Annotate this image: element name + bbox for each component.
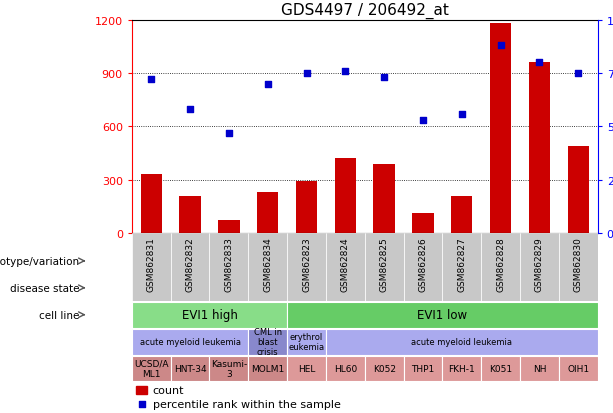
Text: cell line: cell line <box>39 310 79 320</box>
Text: EVI1 low: EVI1 low <box>417 309 468 321</box>
Text: GSM862828: GSM862828 <box>496 237 505 291</box>
Bar <box>559 233 598 301</box>
Text: percentile rank within the sample: percentile rank within the sample <box>153 399 341 409</box>
Text: erythrol
eukemia: erythrol eukemia <box>289 332 324 351</box>
Text: OIH1: OIH1 <box>567 364 589 373</box>
Bar <box>451 196 473 233</box>
Point <box>263 81 273 88</box>
Bar <box>132 329 248 355</box>
Text: FKH-1: FKH-1 <box>449 364 475 373</box>
Bar <box>248 329 287 355</box>
Text: NH: NH <box>533 364 546 373</box>
Text: GSM862823: GSM862823 <box>302 237 311 291</box>
Text: UCSD/A
ML1: UCSD/A ML1 <box>134 359 169 378</box>
Bar <box>132 302 287 328</box>
Bar <box>559 356 598 382</box>
Bar <box>132 233 170 301</box>
Bar <box>490 24 511 233</box>
Text: HEL: HEL <box>298 364 315 373</box>
Bar <box>365 356 403 382</box>
Bar <box>210 233 248 301</box>
Text: disease state: disease state <box>10 283 79 293</box>
Text: GSM862826: GSM862826 <box>419 237 427 291</box>
Bar <box>568 147 589 233</box>
Bar <box>296 182 317 233</box>
Bar <box>170 233 210 301</box>
Bar <box>443 356 481 382</box>
Point <box>340 69 350 75</box>
Bar <box>137 386 147 394</box>
Bar <box>443 233 481 301</box>
Title: GDS4497 / 206492_at: GDS4497 / 206492_at <box>281 3 449 19</box>
Text: GSM862832: GSM862832 <box>186 237 194 291</box>
Point <box>302 71 311 77</box>
Text: THP1: THP1 <box>411 364 435 373</box>
Bar <box>481 356 520 382</box>
Bar <box>373 164 395 233</box>
Bar <box>335 159 356 233</box>
Point <box>496 43 506 50</box>
Point <box>457 111 466 118</box>
Text: genotype/variation: genotype/variation <box>0 256 79 266</box>
Bar <box>132 356 170 382</box>
Bar <box>170 356 210 382</box>
Text: count: count <box>153 385 185 395</box>
Bar <box>248 356 287 382</box>
Bar <box>180 196 200 233</box>
Text: GSM862825: GSM862825 <box>379 237 389 291</box>
Point <box>147 77 156 83</box>
Bar <box>403 233 443 301</box>
Bar <box>520 356 559 382</box>
Bar <box>403 356 443 382</box>
Bar <box>326 233 365 301</box>
Bar <box>248 233 287 301</box>
Point <box>573 71 583 77</box>
Bar <box>257 192 278 233</box>
Bar <box>481 233 520 301</box>
Text: EVI1 high: EVI1 high <box>181 309 237 321</box>
Text: GSM862834: GSM862834 <box>263 237 272 291</box>
Text: MOLM1: MOLM1 <box>251 364 284 373</box>
Text: Kasumi-
3: Kasumi- 3 <box>211 359 247 378</box>
Text: K052: K052 <box>373 364 395 373</box>
Bar <box>210 356 248 382</box>
Text: GSM862824: GSM862824 <box>341 237 350 291</box>
Bar <box>287 233 326 301</box>
Bar <box>326 329 598 355</box>
Text: GSM862830: GSM862830 <box>574 237 583 292</box>
Bar <box>287 356 326 382</box>
Bar <box>140 175 162 233</box>
Bar <box>326 356 365 382</box>
Text: GSM862827: GSM862827 <box>457 237 466 291</box>
Text: GSM862829: GSM862829 <box>535 237 544 291</box>
Bar <box>413 214 433 233</box>
Bar <box>287 329 326 355</box>
Bar <box>529 63 550 233</box>
Point <box>418 117 428 124</box>
Text: HNT-34: HNT-34 <box>173 364 207 373</box>
Text: K051: K051 <box>489 364 512 373</box>
Text: GSM862833: GSM862833 <box>224 237 234 292</box>
Point <box>224 130 234 137</box>
Text: GSM862831: GSM862831 <box>147 237 156 292</box>
Point <box>535 60 544 66</box>
Text: acute myeloid leukemia: acute myeloid leukemia <box>140 337 240 346</box>
Bar <box>218 221 240 233</box>
Point <box>379 75 389 81</box>
Bar <box>520 233 559 301</box>
Text: CML in
blast
crisis: CML in blast crisis <box>254 327 282 356</box>
Bar <box>365 233 403 301</box>
Bar <box>287 302 598 328</box>
Text: acute myeloid leukemia: acute myeloid leukemia <box>411 337 512 346</box>
Point <box>185 107 195 113</box>
Text: HL60: HL60 <box>333 364 357 373</box>
Point <box>137 401 147 408</box>
